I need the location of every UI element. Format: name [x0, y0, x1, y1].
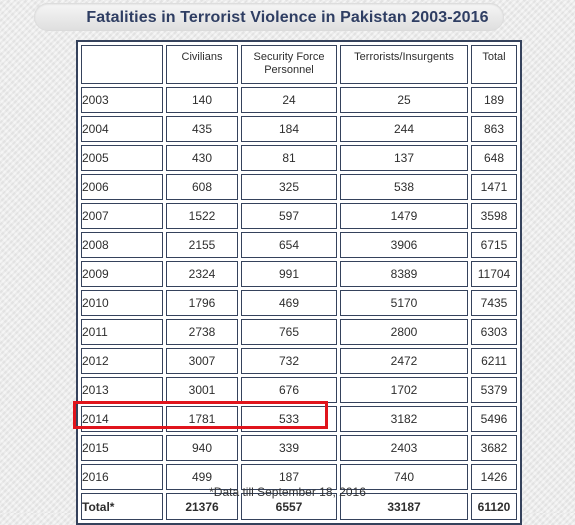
- cell-terrorists: 25: [340, 87, 468, 113]
- header-total: Total: [471, 45, 517, 84]
- table-row: 2012 3007 732 2472 6211: [81, 348, 517, 374]
- cell-year: 2014: [81, 406, 163, 432]
- cell-security: 469: [241, 290, 337, 316]
- table-row: 2011 2738 765 2800 6303: [81, 319, 517, 345]
- cell-year: 2009: [81, 261, 163, 287]
- cell-total: 1471: [471, 174, 517, 200]
- cell-total: 5379: [471, 377, 517, 403]
- cell-civilians: 1781: [166, 406, 238, 432]
- cell-total: 863: [471, 116, 517, 142]
- cell-total: 1426: [471, 464, 517, 490]
- cell-terrorists: 3906: [340, 232, 468, 258]
- cell-security: 597: [241, 203, 337, 229]
- header-security-line2: Personnel: [264, 64, 314, 76]
- page-title: Fatalities in Terrorist Violence in Paki…: [86, 9, 489, 26]
- cell-year: 2005: [81, 145, 163, 171]
- cell-terrorists: 2800: [340, 319, 468, 345]
- cell-terrorists: 740: [340, 464, 468, 490]
- table-row: 2004 435 184 244 863: [81, 116, 517, 142]
- cell-year: 2011: [81, 319, 163, 345]
- cell-total: 6211: [471, 348, 517, 374]
- cell-year: 2006: [81, 174, 163, 200]
- header-security-line1: Security Force: [253, 51, 325, 63]
- fatalities-table: Civilians Security Force Personnel Terror…: [76, 40, 522, 525]
- cell-total: 3598: [471, 203, 517, 229]
- cell-civilians: 140: [166, 87, 238, 113]
- table-row: 2003 140 24 25 189: [81, 87, 517, 113]
- cell-security: 187: [241, 464, 337, 490]
- cell-total: 11704: [471, 261, 517, 287]
- cell-total: 5496: [471, 406, 517, 432]
- cell-security: 654: [241, 232, 337, 258]
- table-body: 2003 140 24 25 189 2004 435 184 244 863 …: [81, 87, 517, 520]
- cell-security: 184: [241, 116, 337, 142]
- cell-terrorists: 2472: [340, 348, 468, 374]
- cell-year: 2015: [81, 435, 163, 461]
- header-year: [81, 45, 163, 84]
- cell-civilians: 3001: [166, 377, 238, 403]
- cell-terrorists: 5170: [340, 290, 468, 316]
- cell-total: 6303: [471, 319, 517, 345]
- cell-civilians: 430: [166, 145, 238, 171]
- cell-security: 339: [241, 435, 337, 461]
- cell-civilians: 1796: [166, 290, 238, 316]
- cell-security: 325: [241, 174, 337, 200]
- header-row: Civilians Security Force Personnel Terror…: [81, 45, 517, 84]
- table-row: 2016 499 187 740 1426: [81, 464, 517, 490]
- table-row: 2008 2155 654 3906 6715: [81, 232, 517, 258]
- cell-year: 2003: [81, 87, 163, 113]
- cell-terrorists: 1479: [340, 203, 468, 229]
- cell-total: 6715: [471, 232, 517, 258]
- cell-total: 7435: [471, 290, 517, 316]
- header-security-force: Security Force Personnel: [241, 45, 337, 84]
- table-row: 2009 2324 991 8389 11704: [81, 261, 517, 287]
- cell-year: 2012: [81, 348, 163, 374]
- header-terrorists: Terrorists/Insurgents: [340, 45, 468, 84]
- table-row: 2010 1796 469 5170 7435: [81, 290, 517, 316]
- cell-civilians: 940: [166, 435, 238, 461]
- cell-year: 2013: [81, 377, 163, 403]
- cell-civilians: 499: [166, 464, 238, 490]
- cell-year: 2010: [81, 290, 163, 316]
- cell-total: 3682: [471, 435, 517, 461]
- highlight-box-2015: [73, 401, 328, 429]
- cell-civilians: 3007: [166, 348, 238, 374]
- header-civilians: Civilians: [166, 45, 238, 84]
- cell-terrorists: 244: [340, 116, 468, 142]
- cell-civilians: 608: [166, 174, 238, 200]
- title-banner: [34, 3, 504, 31]
- cell-year: 2016: [81, 464, 163, 490]
- table-row: 2013 3001 676 1702 5379: [81, 377, 517, 403]
- cell-year: 2004: [81, 116, 163, 142]
- cell-security: 24: [241, 87, 337, 113]
- cell-security: 533: [241, 406, 337, 432]
- cell-civilians: 2155: [166, 232, 238, 258]
- cell-security: 81: [241, 145, 337, 171]
- table-row: 2006 608 325 538 1471: [81, 174, 517, 200]
- cell-civilians: 2738: [166, 319, 238, 345]
- cell-security: 765: [241, 319, 337, 345]
- cell-total: 648: [471, 145, 517, 171]
- cell-year: 2007: [81, 203, 163, 229]
- footnote: *Data till September 18, 2016: [209, 485, 366, 499]
- cell-terrorists: 8389: [340, 261, 468, 287]
- cell-security: 676: [241, 377, 337, 403]
- total-row: Total* 21376 6557 33187 61120: [81, 493, 517, 520]
- table-row: 2014 1781 533 3182 5496: [81, 406, 517, 432]
- cell-security: 732: [241, 348, 337, 374]
- cell-civilians: 2324: [166, 261, 238, 287]
- cell-terrorists: 538: [340, 174, 468, 200]
- cell-terrorists: 3182: [340, 406, 468, 432]
- cell-civilians: 1522: [166, 203, 238, 229]
- table-row: 2007 1522 597 1479 3598: [81, 203, 517, 229]
- cell-terrorists: 2403: [340, 435, 468, 461]
- table-row: 2015 940 339 2403 3682: [81, 435, 517, 461]
- cell-year: 2008: [81, 232, 163, 258]
- cell-security: 991: [241, 261, 337, 287]
- cell-terrorists: 1702: [340, 377, 468, 403]
- cell-total: 189: [471, 87, 517, 113]
- cell-civilians: 435: [166, 116, 238, 142]
- cell-terrorists: 137: [340, 145, 468, 171]
- table-row: 2005 430 81 137 648: [81, 145, 517, 171]
